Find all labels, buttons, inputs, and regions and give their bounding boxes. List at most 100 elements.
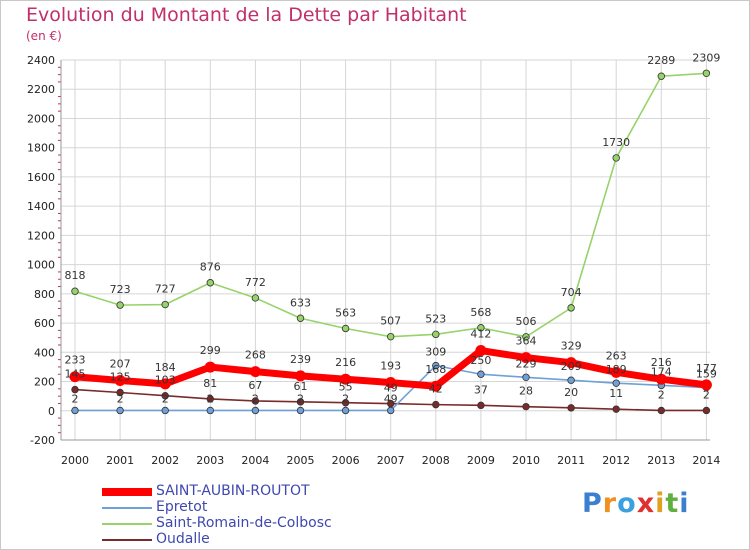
data-point [522,402,530,411]
data-label: 299 [200,344,221,357]
y-tick-label: 600 [34,317,55,330]
y-tick-label: 1000 [27,259,55,272]
data-label: 168 [425,363,446,376]
data-point [565,357,577,369]
legend-label: SAINT-AUBIN-ROUTOT [156,483,310,499]
x-tick-label: 2013 [647,454,675,467]
data-label: 184 [155,361,176,374]
data-label: 568 [470,306,491,319]
data-label: 723 [110,283,131,296]
x-tick-label: 2011 [557,454,585,467]
x-tick-label: 2007 [377,454,405,467]
data-point [477,370,485,378]
data-point [475,345,487,357]
data-label: 189 [606,363,627,376]
legend-swatch [102,539,152,541]
data-point [341,399,350,407]
data-label: 174 [651,365,672,378]
x-tick-label: 2010 [512,454,540,467]
chart-title: Evolution du Montant de la Dette par Hab… [26,4,467,26]
data-label: 2 [252,392,259,405]
data-point [71,385,79,394]
data-point [520,352,532,364]
data-label: 2 [207,392,214,405]
data-point [204,361,216,373]
plot-area [61,60,710,440]
data-label: 42 [429,383,443,396]
data-label: 2 [72,392,79,405]
data-point [567,376,575,384]
data-label: 49 [384,382,398,395]
data-label: 2 [703,388,710,401]
data-point [567,404,575,412]
data-point [251,294,260,302]
data-label: 364 [516,335,537,348]
data-label: 633 [290,296,311,309]
logo-letter: x [636,488,656,519]
legend-label: Epretot [156,499,208,515]
y-tick-label: 800 [34,288,55,301]
data-label: 2 [297,392,304,405]
data-label: 233 [65,354,86,367]
data-point [657,72,665,80]
data-point [385,377,397,389]
data-label: 329 [561,340,582,353]
data-point [612,405,620,413]
legend-label: Oudalle [156,531,210,547]
data-label: 268 [245,349,266,362]
data-point [71,406,79,415]
data-point [700,379,712,391]
data-point [206,279,214,287]
y-tick-label: 1600 [27,171,55,184]
logo-letter: o [617,488,637,519]
y-tick-label: 1800 [27,142,55,155]
data-point [206,395,214,403]
data-point [116,388,124,397]
data-point [387,406,395,415]
data-point [432,361,440,370]
logo-letter: P [582,488,603,519]
y-tick-label: 1200 [27,229,55,242]
data-label: 2 [658,388,665,401]
x-tick-label: 2009 [467,454,495,467]
data-point [341,406,350,415]
legend-swatch [102,507,152,509]
x-tick-label: 2008 [422,454,450,467]
data-point [161,392,169,400]
data-label: 55 [339,381,353,394]
data-point [296,398,305,406]
data-label: 20 [564,386,578,399]
data-label: 145 [65,368,86,381]
chart-unit: (en €) [26,29,62,43]
data-point [567,304,575,312]
x-tick-label: 2006 [332,454,360,467]
data-point [387,332,395,341]
data-label: 727 [155,283,176,296]
y-tick-label: 400 [34,346,55,359]
data-label: 2 [342,392,349,405]
data-label: 103 [155,374,176,387]
data-point [522,373,530,381]
data-point [159,378,171,390]
data-point [206,406,214,415]
data-point [432,330,440,339]
data-point [430,380,442,392]
data-point [161,406,169,415]
data-label: 876 [200,261,221,274]
data-point [251,397,260,405]
data-label: 2309 [692,51,720,64]
data-label: 193 [380,360,401,373]
data-point [251,406,260,415]
data-label: 37 [474,383,488,396]
data-point [432,400,440,409]
logo-letter: r [602,488,618,519]
logo-letter: t [665,488,680,519]
data-label: 772 [245,276,266,289]
data-label: 216 [651,356,672,369]
x-tick-label: 2000 [61,454,89,467]
legend-label: Saint-Romain-de-Colbosc [156,515,332,531]
data-point [657,406,665,415]
data-label: 1730 [602,136,630,149]
x-tick-label: 2012 [602,454,630,467]
data-label: 250 [470,354,491,367]
